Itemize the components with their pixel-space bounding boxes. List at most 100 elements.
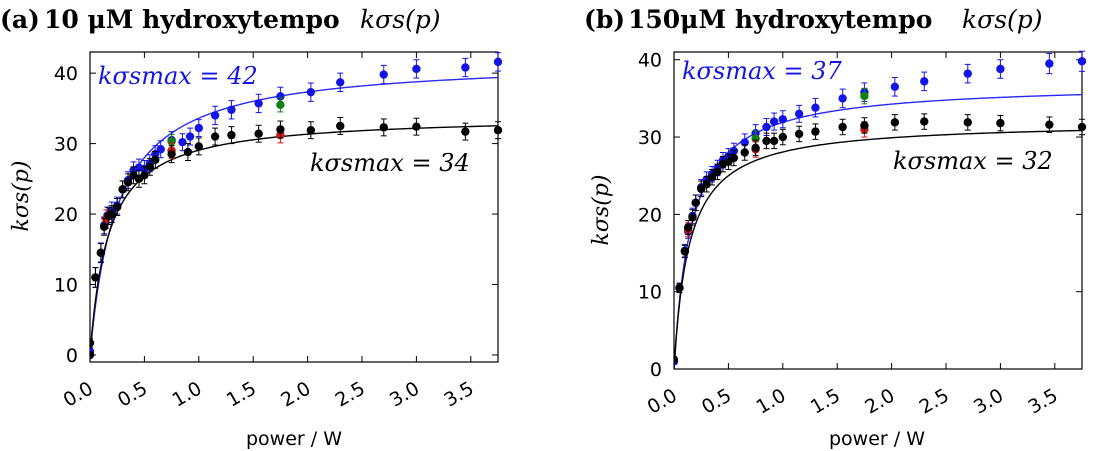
panel-a-ytick-label: 20 — [54, 204, 78, 226]
panel-b-title-math: kσs(p) — [962, 5, 1043, 34]
panel-a-xtick-label: 2.5 — [332, 377, 369, 411]
panel-a-xtick-label: 3.5 — [440, 377, 477, 411]
panel-a-point-black — [254, 129, 263, 138]
panel-b-point-black — [778, 132, 787, 142]
panel-a-title-math: kσs(p) — [360, 5, 441, 34]
panel-b-point-blue — [762, 122, 771, 132]
panel-b-xtick-label: 2.0 — [861, 384, 898, 418]
panel-b-plot-area — [674, 50, 1087, 369]
panel-b-point-blue — [1077, 57, 1087, 66]
panel-b-point-blue — [996, 64, 1005, 74]
panel-b-ytick-label: 30 — [638, 127, 662, 149]
panel-b-point-black — [890, 118, 900, 127]
panel-a-xtick-label: 3.0 — [386, 377, 423, 411]
panel-b-point-blue — [838, 94, 847, 103]
panel-a-point-black — [336, 121, 345, 131]
panel-a-point-black — [167, 149, 176, 159]
panel-a-xtick-label: 0.5 — [114, 377, 151, 411]
panel-b-annotation-black: kσsmax = 32 — [893, 147, 1053, 175]
panel-b-point-black — [769, 136, 779, 146]
panel-a-point-black — [151, 155, 160, 164]
panel-a-frame — [89, 51, 499, 363]
panel-b-point-green — [860, 91, 869, 101]
panel-a-point-green — [276, 100, 285, 110]
panel-a-xtick-label: 0.0 — [60, 377, 97, 411]
panel-a-point-black — [227, 130, 236, 140]
panel-a-point-black — [90, 350, 95, 360]
panel-a-point-blue — [227, 105, 236, 114]
panel-b-point-blue — [1045, 59, 1054, 68]
panel-a-ytick-label: 0 — [66, 345, 78, 367]
panel-a-point-blue — [412, 64, 421, 74]
panel-a-annotation-blue: kσsmax = 42 — [98, 62, 258, 90]
panel-a-point-black — [461, 127, 470, 136]
panel-b-plot: 0.0 0.5 1.0 1.5 2.0 2.5 3.0 3.5 0 10 20 30 40 — [638, 50, 1087, 419]
panel-a-point-blue — [461, 63, 470, 72]
panel-b-xtick-label: 1.0 — [752, 384, 789, 418]
panel-b-xtick-label: 1.5 — [807, 384, 844, 418]
panel-b-point-blue — [920, 77, 929, 86]
panel-a-point-black — [194, 142, 203, 151]
panel-b-annotation-blue: kσsmax = 37 — [682, 57, 842, 85]
panel-a-point-black — [91, 273, 100, 282]
panel-b-point-black — [860, 121, 869, 130]
panel-a-point-black — [412, 122, 421, 131]
panel-b-point-black — [811, 127, 820, 136]
panel-a-ytick-label: 10 — [54, 275, 78, 297]
panel-b-point-black — [683, 223, 693, 232]
panel-b-point-blue — [963, 69, 972, 78]
panel-b-frame — [673, 51, 1083, 370]
panel-b-point-black — [691, 198, 700, 207]
panel-a-point-black — [276, 125, 285, 134]
panel-a-point-blue — [254, 99, 263, 108]
panel-b-fit-fit_black — [674, 129, 1083, 369]
panel-b-point-black — [713, 167, 722, 177]
panel-a-point-black — [183, 147, 193, 157]
panel-a-fit-fit_blue — [90, 76, 499, 356]
panel-a-point-black — [107, 209, 116, 219]
panel-b-point-green — [751, 134, 760, 143]
panel-b-point-black — [762, 136, 771, 146]
panel-a-point-black — [493, 126, 503, 135]
plot-layer: 0.0 0.5 1.0 1.5 2.0 2.5 3.0 3.5 0 10 20 30 40 0.0 0.5 1… — [54, 50, 1087, 419]
panel-b-ylabel: kσs(p) — [589, 175, 614, 246]
panel-b-ytick-label: 0 — [650, 359, 662, 381]
panel-a-point-black — [118, 185, 127, 194]
panel-a-point-blue — [194, 123, 203, 133]
panel-b-ytick-label: 20 — [638, 204, 662, 226]
panel-b-xtick-label: 3.5 — [1024, 384, 1061, 418]
panel-a-ytick-label: 30 — [54, 134, 78, 156]
panel-a-plot: 0.0 0.5 1.0 1.5 2.0 2.5 3.0 3.5 0 10 20 30 40 — [54, 51, 503, 412]
panel-a-point-black — [90, 338, 95, 348]
panel-b-point-blue — [794, 109, 804, 119]
panel-b-title: 150μM hydroxytempo — [628, 5, 932, 34]
panel-b-point-black — [688, 213, 697, 222]
panel-b-xtick-label: 2.5 — [916, 384, 953, 418]
panel-a-point-blue — [493, 57, 503, 67]
panel-b-xtick-label: 3.0 — [970, 384, 1007, 418]
panel-a-xtick-label: 1.5 — [223, 377, 260, 411]
panel-a-point-black — [99, 222, 109, 231]
panel-b-point-black — [729, 153, 739, 163]
panel-b-point-black — [680, 247, 690, 256]
panel-b-point-black — [675, 283, 684, 293]
panel-b-point-black — [674, 355, 679, 364]
panel-a-plot-area — [90, 52, 503, 360]
panel-a-title: 10 μM hydroxytempo — [44, 5, 340, 34]
panel-b-fit-fit_blue — [674, 93, 1083, 369]
panel-b-xlabel: power / W — [829, 428, 925, 450]
panel-b-xtick-label: 0.0 — [644, 384, 681, 418]
panel-a-point-black — [123, 178, 133, 187]
panel-b-point-black — [740, 148, 749, 157]
panel-a-fit-fit_black — [90, 125, 499, 356]
panel-a-xtick-label: 2.0 — [277, 377, 314, 411]
panel-a-point-blue — [336, 78, 345, 87]
panel-a-point-black — [145, 162, 155, 172]
panel-a-point-blue — [210, 111, 220, 120]
panel-b: (b) 150μM hydroxytempo kσs(p) kσs(p) pow… — [584, 5, 1053, 450]
panel-b-point-black — [963, 118, 972, 127]
panel-a-point-black — [113, 202, 122, 212]
panel-b-point-black — [1077, 122, 1087, 132]
panel-a-point-blue — [379, 70, 388, 79]
